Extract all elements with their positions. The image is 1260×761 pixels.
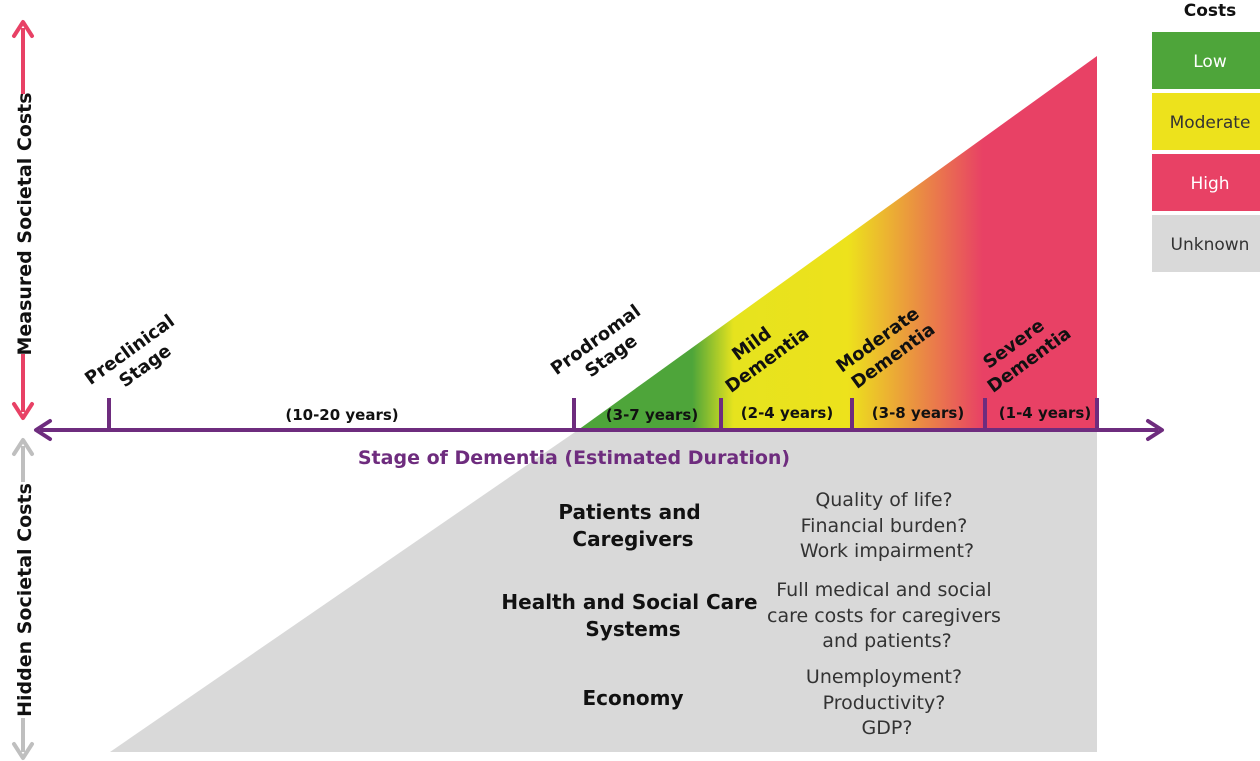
legend-title: Costs (1184, 1, 1237, 21)
legend-swatch-unknown (1152, 215, 1260, 272)
hidden-heading-patients: Patients and Caregivers (558, 500, 707, 551)
hidden-items-patients: Quality of life? Financial burden? Work … (800, 489, 974, 562)
hidden-costs-area (110, 430, 1097, 752)
duration-label: (3-7 years) (606, 406, 698, 424)
measured-costs-triangle (578, 56, 1097, 430)
legend-swatch-moderate (1152, 93, 1260, 150)
duration-label: (2-4 years) (741, 404, 833, 422)
measured-arrow-down-head (12, 402, 34, 420)
measured-title-bg (10, 94, 38, 354)
x-axis-title: Stage of Dementia (Estimated Duration) (358, 447, 790, 469)
hidden-heading-economy: Economy (582, 686, 683, 710)
legend-label-high: High (1190, 174, 1229, 194)
duration-label: (1-4 years) (999, 404, 1091, 422)
hidden-items-health-systems: Full medical and social care costs for c… (767, 579, 1007, 652)
legend-swatch-high (1152, 154, 1260, 211)
axis-left-arrowhead (34, 419, 52, 441)
measured-costs-title: Measured Societal Costs (14, 92, 36, 355)
hidden-costs-title: Hidden Societal Costs (14, 483, 36, 717)
legend-swatch-low (1152, 32, 1260, 89)
legend-label-moderate: Moderate (1170, 113, 1251, 133)
legend-label-unknown: Unknown (1171, 235, 1250, 255)
measured-arrow-up-head (12, 20, 34, 38)
axis-right-arrowhead (1146, 419, 1164, 441)
legend-label-low: Low (1193, 52, 1227, 72)
hidden-title-bg (10, 482, 38, 718)
hidden-items-economy: Unemployment? Productivity? GDP? (806, 666, 968, 739)
hidden-arrow-down-head (12, 742, 34, 760)
duration-label: (10-20 years) (285, 406, 398, 424)
hidden-heading-health-systems: Health and Social Care Systems (501, 590, 764, 641)
duration-label: (3-8 years) (872, 404, 964, 422)
stage-label-preclinical: Preclinical Stage (81, 307, 197, 407)
hidden-arrow-up-head (12, 438, 34, 456)
